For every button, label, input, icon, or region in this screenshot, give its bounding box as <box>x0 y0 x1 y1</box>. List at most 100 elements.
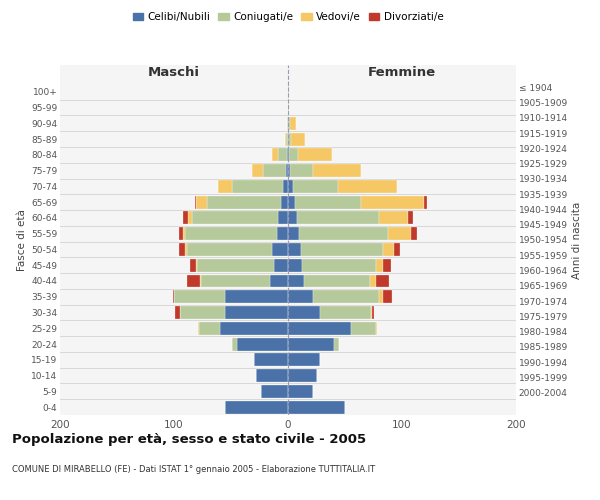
Bar <box>200 274 202 287</box>
Y-axis label: Anni di nascita: Anni di nascita <box>572 202 582 278</box>
Bar <box>411 227 417 240</box>
Bar <box>198 322 199 335</box>
Bar <box>288 148 289 162</box>
Bar <box>383 259 391 272</box>
Bar <box>192 212 278 224</box>
Bar <box>278 148 287 162</box>
Bar <box>183 212 188 224</box>
Bar <box>218 180 232 193</box>
Bar <box>424 196 427 208</box>
Bar <box>272 148 278 162</box>
Bar <box>288 101 289 114</box>
Bar <box>379 290 383 303</box>
Bar <box>288 338 334 350</box>
Bar <box>270 274 288 287</box>
Bar <box>288 86 289 98</box>
Bar <box>338 180 397 193</box>
Bar <box>293 180 338 193</box>
Bar <box>287 117 288 130</box>
Bar <box>350 322 376 335</box>
Bar <box>199 322 220 335</box>
Bar <box>190 259 196 272</box>
Bar <box>179 243 185 256</box>
Bar <box>220 322 288 335</box>
Bar <box>194 196 196 208</box>
Bar <box>383 243 394 256</box>
Bar <box>288 385 313 398</box>
Bar <box>292 132 305 145</box>
Bar <box>288 354 320 366</box>
Bar <box>175 306 180 319</box>
Bar <box>197 259 274 272</box>
Bar <box>313 290 379 303</box>
Y-axis label: Fasce di età: Fasce di età <box>17 209 27 271</box>
Bar <box>288 243 301 256</box>
Bar <box>383 290 392 303</box>
Bar <box>290 117 296 130</box>
Bar <box>278 212 288 224</box>
Bar <box>304 274 370 287</box>
Bar <box>226 290 288 303</box>
Bar <box>187 274 200 287</box>
Bar <box>379 212 408 224</box>
Bar <box>376 259 383 272</box>
Bar <box>376 322 377 335</box>
Bar <box>196 196 207 208</box>
Bar <box>288 164 290 177</box>
Bar <box>232 338 236 350</box>
Bar <box>290 164 313 177</box>
Bar <box>260 385 288 398</box>
Bar <box>288 322 350 335</box>
Text: COMUNE DI MIRABELLO (FE) - Dati ISTAT 1° gennaio 2005 - Elaborazione TUTTITALIA.: COMUNE DI MIRABELLO (FE) - Dati ISTAT 1°… <box>12 466 375 474</box>
Bar <box>288 369 317 382</box>
Bar <box>288 306 320 319</box>
Bar <box>371 306 373 319</box>
Bar <box>251 164 263 177</box>
Bar <box>274 259 288 272</box>
Bar <box>394 243 400 256</box>
Bar <box>289 148 298 162</box>
Bar <box>288 290 313 303</box>
Bar <box>298 148 332 162</box>
Text: Popolazione per età, sesso e stato civile - 2005: Popolazione per età, sesso e stato civil… <box>12 432 366 446</box>
Bar <box>288 212 297 224</box>
Bar <box>288 227 299 240</box>
Bar <box>277 227 288 240</box>
Bar <box>288 180 293 193</box>
Bar <box>185 243 187 256</box>
Bar <box>196 259 197 272</box>
Bar <box>226 306 288 319</box>
Bar <box>202 274 270 287</box>
Bar <box>288 259 302 272</box>
Bar <box>302 259 376 272</box>
Text: Maschi: Maschi <box>148 66 200 79</box>
Bar <box>287 148 288 162</box>
Bar <box>180 306 226 319</box>
Bar <box>288 400 345 413</box>
Bar <box>283 180 288 193</box>
Bar <box>174 290 226 303</box>
Bar <box>334 338 340 350</box>
Bar <box>188 212 192 224</box>
Bar <box>286 132 288 145</box>
Text: Femmine: Femmine <box>368 66 436 79</box>
Bar <box>376 274 389 287</box>
Bar <box>295 196 361 208</box>
Bar <box>284 132 286 145</box>
Bar <box>179 227 183 240</box>
Bar <box>281 196 288 208</box>
Bar <box>288 274 304 287</box>
Bar <box>232 180 283 193</box>
Bar <box>254 354 288 366</box>
Bar <box>297 212 379 224</box>
Bar <box>288 117 290 130</box>
Bar <box>288 196 295 208</box>
Bar <box>173 290 174 303</box>
Bar <box>299 227 388 240</box>
Bar <box>370 274 376 287</box>
Bar <box>301 243 383 256</box>
Bar <box>286 164 288 177</box>
Bar <box>187 243 272 256</box>
Bar <box>263 164 286 177</box>
Legend: Celibi/Nubili, Coniugati/e, Vedovi/e, Divorziati/e: Celibi/Nubili, Coniugati/e, Vedovi/e, Di… <box>128 8 448 26</box>
